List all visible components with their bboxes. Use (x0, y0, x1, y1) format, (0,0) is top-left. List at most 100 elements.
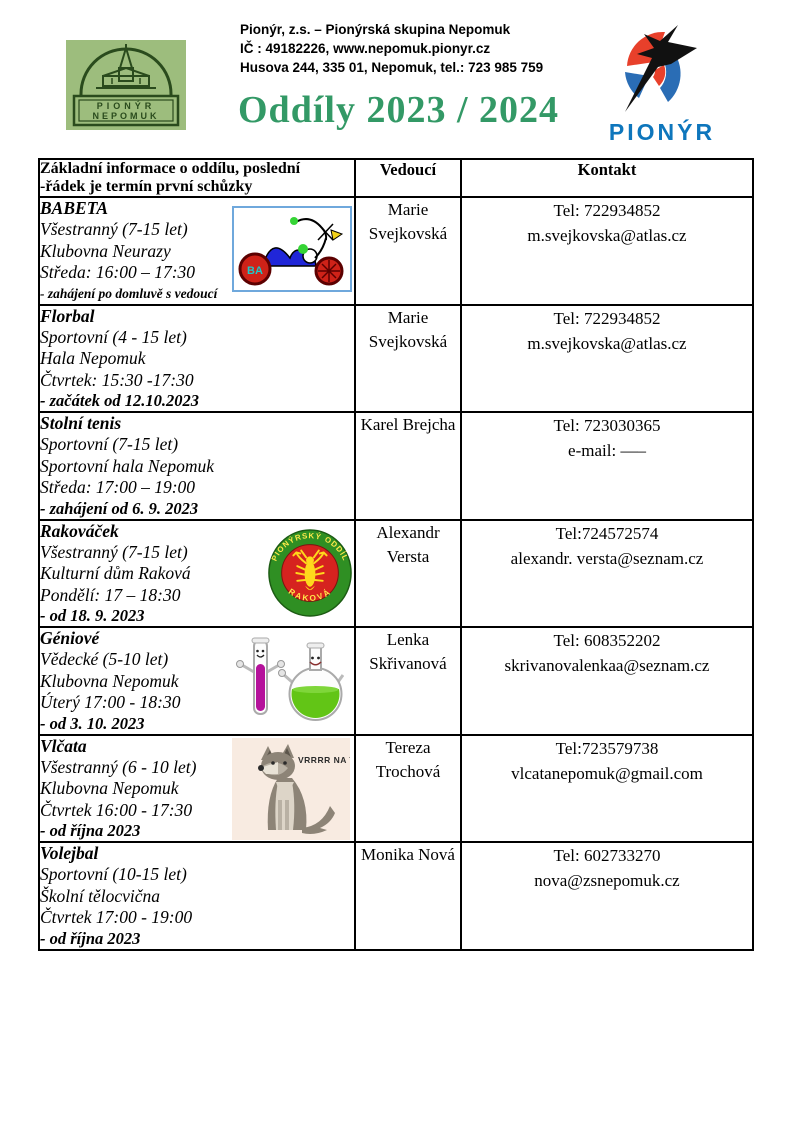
club-note: - od 18. 9. 2023 (40, 606, 145, 625)
pionyr-wordmark: PIONÝR (608, 119, 716, 145)
club-name: Vlčata (40, 735, 87, 756)
babeta-image: BA (232, 206, 352, 297)
club-line: Sportovní hala Nepomuk (40, 455, 215, 476)
club-line: Kulturní dům Raková (40, 563, 191, 583)
club-info-cell: Stolní tenis Sportovní (7-15 let) Sporto… (38, 411, 356, 521)
club-line: Čtvrtek: 15:30 -17:30 (40, 369, 194, 390)
club-note: - zahájení po domluvě s vedoucí (40, 285, 218, 301)
leader-name: Lenka Skřivanová (354, 626, 462, 736)
club-line: Sportovní (4 - 15 let) (40, 326, 187, 347)
crayfish-badge-icon: PIONÝRSKÝ ODDÍL RAKOVÁ (268, 528, 352, 617)
column-header-info-line1: Základní informace o oddílu, poslední (40, 160, 301, 177)
club-info-cell: Rakováček Všestranný (7-15 let) Kulturní… (38, 518, 356, 628)
club-line: Čtvrtek 16:00 - 17:30 (40, 799, 193, 820)
wolf-cartoon-icon: VRRRR NA TO! (232, 737, 365, 840)
club-info-cell: Volejbal Sportovní (10-15 let) Školní tě… (38, 841, 356, 951)
club-line: Klubovna Nepomuk (40, 670, 179, 691)
contact-cell: Tel:724572574 alexandr. versta@seznam.cz (460, 518, 754, 628)
table-header-row: Základní informace o oddílu, poslední -ř… (38, 158, 754, 198)
chemistry-cartoon-icon (236, 637, 345, 721)
contact-cell: Tel: 722934852 m.svejkovska@atlas.cz (460, 196, 754, 306)
club-line: Sportovní (10-15 let) (40, 864, 187, 884)
contact-email: vlcatanepomuk@gmail.com (511, 763, 703, 783)
leader-name: Marie Svejkovská (354, 303, 462, 413)
leader-name: Tereza Trochová (354, 733, 462, 843)
contact-cell: Tel: 602733270 nova@zsnepomuk.cz (460, 841, 754, 951)
club-line: Vědecké (5-10 let) (40, 649, 169, 669)
leader-name: Alexandr Versta (354, 518, 462, 628)
club-name: BABETA (40, 198, 109, 218)
leader-name: Monika Nová (354, 841, 462, 951)
contact-cell: Tel: 723030365 e-mail: —– (460, 411, 754, 521)
club-line: Všestranný (6 - 10 let) (40, 756, 197, 777)
table-row-rakovacek: Rakováček Všestranný (7-15 let) Kulturní… (38, 518, 754, 628)
club-note: - od 3. 10. 2023 (40, 713, 145, 733)
wolf-caption: VRRRR NA TO! (298, 755, 350, 765)
club-info-cell: Florbal Sportovní (4 - 15 let) Hala Nepo… (38, 303, 356, 413)
contact-email: nova@zsnepomuk.cz (534, 871, 680, 890)
club-name: Volejbal (40, 843, 99, 863)
contact-email: alexandr. versta@seznam.cz (510, 548, 704, 568)
club-name: Stolní tenis (40, 413, 122, 433)
club-note: - od října 2023 (40, 928, 141, 948)
club-line: Středa: 16:00 – 17:30 (40, 262, 196, 282)
leader-name: Marie Svejkovská (354, 196, 462, 306)
pionyr-bird-icon (625, 25, 697, 112)
club-info-cell: BABETA Všestranný (7-15 let) Klubovna Ne… (38, 196, 356, 306)
contact-tel: Tel:723579738 (555, 738, 659, 758)
club-line: Čtvrtek 17:00 - 19:00 (40, 907, 193, 927)
contact-tel: Tel: 602733270 (553, 846, 661, 865)
club-info-cell: Géniové Vědecké (5-10 let) Klubovna Nepo… (38, 626, 356, 736)
org-info-line1: Pionýr, z.s. – Pionýrská skupina Nepomuk (240, 22, 511, 37)
contact-tel: Tel: 722934852 (553, 308, 661, 328)
leader-name: Karel Brejcha (354, 411, 462, 521)
club-line: Školní tělocvična (40, 885, 161, 906)
club-note: - začátek od 12.10.2023 (40, 391, 200, 410)
club-line: Hala Nepomuk (40, 348, 146, 368)
club-info-cell: Vlčata Všestranný (6 - 10 let) Klubovna … (38, 733, 365, 845)
club-note: - zahájení od 6. 9. 2023 (40, 498, 199, 518)
page-title: Oddíly 2023 / 2024 (238, 89, 559, 131)
contact-tel: Tel: 722934852 (553, 201, 661, 220)
club-line: Všestranný (7-15 let) (40, 541, 188, 562)
clubs-table-wrap: Základní informace o oddílu, poslední -ř… (38, 158, 754, 951)
geniove-image (226, 636, 345, 731)
pionyr-nepomuk-logo: PIONÝR NEPOMUK (66, 40, 186, 130)
club-name: Géniové (40, 628, 100, 648)
contact-cell: Tel: 722934852 m.svejkovska@atlas.cz (460, 303, 754, 413)
clubs-table: Základní informace o oddílu, poslední -ř… (38, 158, 754, 951)
club-line: Všestranný (7-15 let) (40, 219, 188, 239)
contact-tel: Tel:724572574 (555, 523, 659, 543)
table-row-babeta: BABETA Všestranný (7-15 let) Klubovna Ne… (38, 196, 754, 306)
org-info-line3: Husova 244, 335 01, Nepomuk, tel.: 723 9… (240, 60, 544, 75)
babeta-wheel-label: BA (247, 265, 263, 277)
club-name: Rakováček (40, 520, 119, 541)
rakovacek-badge-image: PIONÝRSKÝ ODDÍL RAKOVÁ (266, 527, 354, 624)
contact-email: m.svejkovska@atlas.cz (527, 333, 687, 353)
moped-drawing-icon: BA (232, 206, 352, 292)
club-line: Sportovní (7-15 let) (40, 434, 179, 454)
table-row-florbal: Florbal Sportovní (4 - 15 let) Hala Nepo… (38, 303, 754, 413)
vlcata-image: VRRRR NA TO! (232, 737, 365, 845)
column-header-info-line2: -řádek je termín první schůzky (40, 178, 253, 195)
org-info: Pionýr, z.s. – Pionýrská skupina Nepomuk… (240, 20, 543, 77)
pionyr-nepomuk-logo-icon: PIONÝR NEPOMUK (66, 40, 186, 130)
club-line: Úterý 17:00 - 18:30 (40, 692, 181, 712)
contact-cell: Tel: 608352202 skrivanovalenkaa@seznam.c… (460, 626, 754, 736)
column-header-leader: Vedoucí (354, 158, 462, 198)
contact-email: e-mail: —– (568, 441, 646, 460)
club-line: Klubovna Nepomuk (40, 778, 179, 798)
contact-tel: Tel: 608352202 (553, 631, 661, 650)
club-note: - od října 2023 (40, 821, 141, 840)
column-header-contact: Kontakt (460, 158, 754, 198)
club-name: Florbal (40, 305, 95, 326)
club-line: Pondělí: 17 – 18:30 (40, 584, 181, 605)
contact-email: m.svejkovska@atlas.cz (527, 226, 687, 245)
left-logo-line2: NEPOMUK (92, 111, 159, 121)
contact-tel: Tel: 723030365 (553, 416, 661, 435)
contact-cell: Tel:723579738 vlcatanepomuk@gmail.com (460, 733, 754, 843)
club-line: Klubovna Neurazy (40, 240, 171, 261)
left-logo-line1: PIONÝR (97, 100, 156, 111)
org-info-line2: IČ : 49182226, www.nepomuk.pionyr.cz (240, 41, 491, 56)
